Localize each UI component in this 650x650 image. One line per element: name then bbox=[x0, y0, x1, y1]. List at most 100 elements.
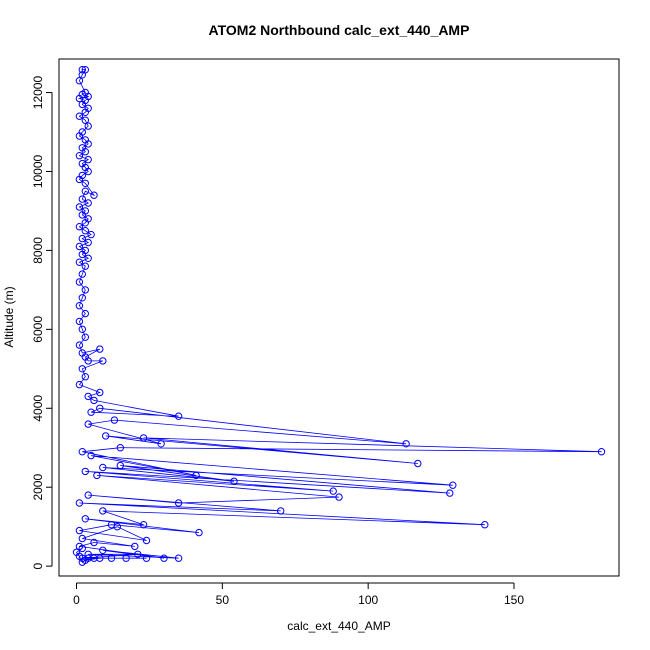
x-tick-label: 150 bbox=[504, 593, 524, 607]
data-point bbox=[142, 554, 151, 562]
data-point bbox=[142, 536, 151, 545]
data-point bbox=[87, 451, 95, 460]
data-point bbox=[446, 489, 454, 497]
data-point bbox=[174, 412, 183, 420]
data-point bbox=[139, 521, 148, 529]
data-point bbox=[81, 262, 90, 270]
data-point bbox=[84, 155, 92, 164]
data-point bbox=[110, 416, 119, 424]
data-point bbox=[87, 230, 95, 239]
data-point bbox=[99, 463, 107, 472]
data-point bbox=[72, 548, 81, 556]
y-tick-label: 6000 bbox=[31, 316, 45, 343]
data-point bbox=[75, 132, 84, 140]
data-point bbox=[78, 234, 87, 243]
data-point bbox=[75, 242, 84, 251]
data-point bbox=[84, 550, 92, 558]
plot-frame bbox=[58, 58, 620, 577]
data-point bbox=[81, 108, 90, 117]
data-point bbox=[96, 345, 104, 353]
data-point bbox=[116, 444, 125, 452]
data-point bbox=[75, 258, 84, 266]
data-point bbox=[75, 77, 84, 85]
data-point bbox=[122, 554, 130, 562]
data-point bbox=[116, 461, 125, 470]
data-point bbox=[481, 521, 489, 529]
data-point bbox=[78, 544, 87, 553]
data-point bbox=[81, 219, 90, 227]
data-point bbox=[75, 302, 84, 310]
data-point bbox=[78, 211, 87, 219]
data-point bbox=[75, 175, 84, 184]
data-point bbox=[75, 203, 84, 211]
data-point bbox=[78, 325, 87, 333]
data-point bbox=[195, 528, 203, 537]
data-point bbox=[75, 278, 84, 286]
data-point bbox=[75, 499, 84, 507]
data-point bbox=[99, 507, 107, 515]
data-point bbox=[81, 309, 90, 318]
data-point bbox=[84, 357, 92, 365]
data-point bbox=[96, 554, 104, 562]
data-point bbox=[81, 116, 90, 124]
data-point bbox=[78, 294, 87, 302]
data-point bbox=[335, 493, 343, 501]
data-point bbox=[87, 408, 95, 416]
data-point bbox=[113, 523, 122, 531]
data-point bbox=[75, 112, 84, 120]
data-point bbox=[78, 448, 87, 456]
data-point bbox=[81, 515, 90, 523]
data-point bbox=[84, 167, 92, 176]
data-point bbox=[75, 317, 84, 326]
chart-title: ATOM2 Northbound calc_ext_440_AMP bbox=[209, 22, 470, 38]
data-point bbox=[78, 558, 87, 566]
x-axis-label: calc_ext_440_AMP bbox=[287, 619, 390, 633]
data-point bbox=[414, 459, 422, 468]
data-point bbox=[75, 526, 84, 535]
data-point bbox=[139, 434, 148, 442]
data-point bbox=[84, 122, 92, 130]
data-point bbox=[81, 333, 90, 341]
data-point bbox=[157, 440, 165, 448]
data-point bbox=[449, 481, 457, 489]
data-point bbox=[84, 392, 92, 401]
data-point bbox=[78, 66, 87, 74]
data-point bbox=[78, 71, 87, 79]
data-point bbox=[78, 100, 87, 109]
y-tick-label: 8000 bbox=[31, 237, 45, 264]
data-point bbox=[84, 491, 92, 499]
data-point bbox=[131, 542, 139, 551]
data-point bbox=[102, 432, 110, 440]
data-point bbox=[174, 554, 183, 562]
y-tick-label: 0 bbox=[31, 562, 45, 569]
data-point bbox=[90, 554, 98, 562]
data-point bbox=[99, 546, 107, 554]
data-point bbox=[81, 179, 90, 188]
data-point bbox=[99, 357, 107, 365]
data-point bbox=[81, 467, 90, 476]
data-point bbox=[329, 487, 337, 495]
data-point bbox=[75, 341, 84, 349]
data-point bbox=[84, 199, 92, 207]
y-tick-label: 2000 bbox=[31, 474, 45, 501]
data-point bbox=[90, 538, 98, 547]
data-point bbox=[402, 440, 410, 448]
axes: 0 50 100 150 0 2000 4000 6000 8000 10000 12000 bbox=[31, 76, 524, 607]
data-point bbox=[78, 365, 87, 373]
data-point bbox=[93, 471, 101, 480]
data-point bbox=[78, 270, 87, 278]
data-point bbox=[96, 388, 104, 397]
data-point bbox=[90, 396, 98, 405]
data-point bbox=[134, 550, 142, 558]
data-point bbox=[96, 404, 104, 412]
data-point bbox=[84, 238, 92, 247]
y-tick-label: 12000 bbox=[31, 76, 45, 110]
x-tick-label: 0 bbox=[73, 593, 80, 607]
data-point bbox=[81, 373, 90, 381]
data-point bbox=[84, 254, 92, 262]
data-point bbox=[78, 195, 87, 203]
data-point bbox=[81, 148, 90, 156]
data-point bbox=[277, 507, 285, 515]
data-point bbox=[90, 191, 98, 199]
